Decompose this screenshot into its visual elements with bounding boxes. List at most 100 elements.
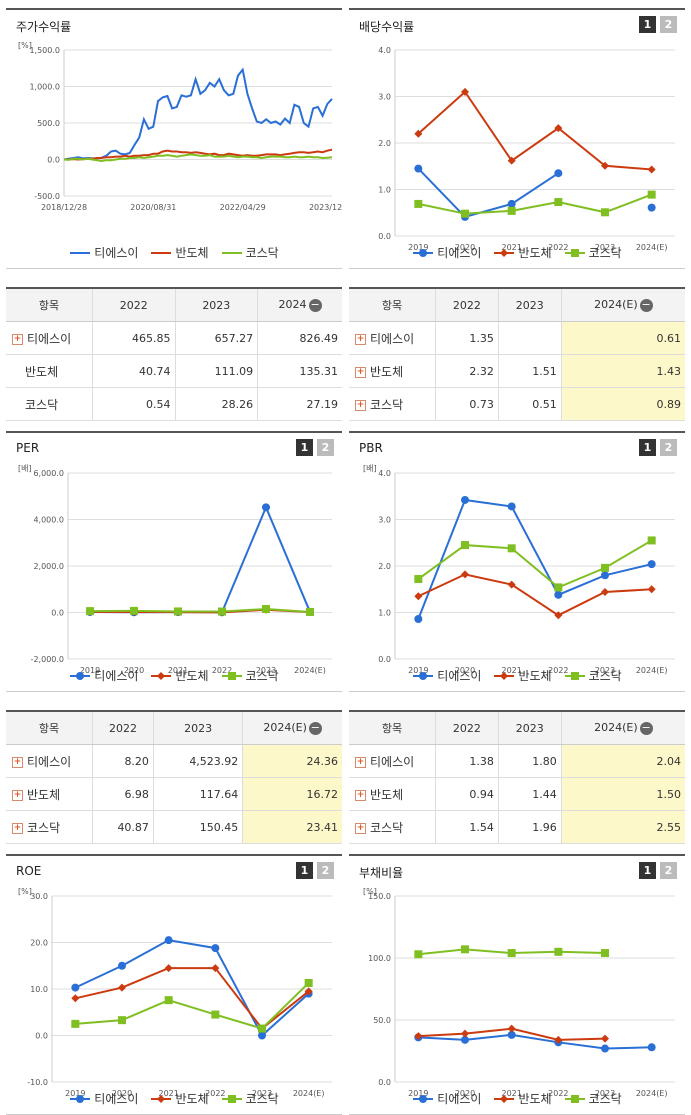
legend-label: 반도체	[518, 669, 552, 683]
legend-item-semiconductor[interactable]: 반도체	[493, 1090, 552, 1107]
x-tick-label: 2020/08/31	[130, 203, 176, 212]
data-point	[507, 502, 516, 511]
data-point	[507, 949, 516, 958]
table-cell: 6.98	[92, 777, 154, 811]
table-cell: 1.51	[497, 354, 562, 388]
table-cell: 24.36	[242, 744, 342, 778]
y-unit-label: [%]	[18, 887, 32, 896]
data-point	[258, 1024, 266, 1033]
table-cell: 1.50	[560, 777, 685, 811]
roe-chart: [%]30.0 20.0 10.0 0.0 -10.0 2019 2020 2021 2022 2…	[18, 887, 332, 1098]
data-point	[647, 190, 656, 199]
data-point	[554, 947, 563, 956]
series-line	[89, 504, 311, 614]
x-tick-label: 2023	[252, 1089, 272, 1098]
x-tick-label: 2022	[548, 1089, 568, 1098]
debt-ratio-chart: [%]150.0 100.0 50.0 0.0 2019 2020 2021 2022 2023…	[363, 887, 675, 1098]
collapse-icon[interactable]: −	[639, 297, 653, 312]
x-tick-label: 2024(E)	[636, 243, 668, 252]
expand-icon[interactable]: +	[12, 789, 23, 801]
legend-item-kosdaq[interactable]: 코스닥	[564, 244, 622, 261]
page-1-button[interactable]: 1	[296, 439, 313, 456]
data-point	[601, 571, 609, 580]
data-point	[118, 983, 126, 992]
data-point	[262, 605, 270, 614]
legend-label: 코스닥	[588, 246, 622, 260]
data-point	[306, 607, 314, 616]
x-tick-label: 2021	[168, 666, 188, 675]
table-cell: 117.64	[152, 777, 243, 811]
expand-icon[interactable]: +	[355, 756, 366, 768]
column-header-year: 2022	[435, 287, 499, 322]
legend-label: 티에스이	[94, 1092, 139, 1106]
table-cell: 1.54	[435, 810, 499, 844]
data-point	[601, 949, 609, 958]
y-tick-label: 2,000.0	[33, 562, 64, 571]
page-2-button[interactable]: 2	[317, 862, 334, 879]
expand-icon[interactable]: +	[355, 789, 366, 801]
y-tick-label: 1.0	[378, 609, 391, 618]
data-point	[647, 560, 656, 569]
panel-title: PBR	[359, 441, 383, 455]
per-chart: [배]6,000.0 4,000.0 2,000.0 0.0 -2,000.0 2019 2…	[18, 464, 332, 675]
page-2-button[interactable]: 2	[660, 439, 677, 456]
page-2-button[interactable]: 2	[660, 862, 677, 879]
legend-item-tse[interactable]: 티에스이	[412, 244, 481, 261]
y-tick-label: 0.0	[51, 609, 64, 618]
table-cell: 826.49	[257, 321, 342, 355]
legend-item-kosdaq[interactable]: 코스닥	[221, 1090, 279, 1107]
collapse-icon[interactable]: −	[639, 720, 653, 735]
expand-icon[interactable]: +	[12, 822, 23, 834]
x-tick-label: 2023	[256, 666, 276, 675]
page-1-button[interactable]: 1	[639, 16, 656, 33]
y-tick-label: 100.0	[368, 954, 391, 963]
legend-item-semiconductor[interactable]: 반도체	[493, 667, 552, 684]
x-tick-label: 2022	[548, 666, 568, 675]
legend-item-kosdaq[interactable]: 코스닥	[221, 667, 279, 684]
table-cell: 2.04	[560, 744, 685, 778]
legend-item-semiconductor[interactable]: 반도체	[150, 667, 209, 684]
data-point	[647, 165, 656, 174]
table-cell: 1.96	[497, 810, 562, 844]
data-point	[414, 1032, 423, 1041]
x-tick-label: 2020	[112, 1089, 132, 1098]
table-cell: 8.20	[92, 744, 154, 778]
legend-item-tse[interactable]: 티에스이	[69, 244, 138, 261]
legend-item-tse[interactable]: 티에스이	[412, 667, 481, 684]
table-cell: 0.54	[92, 387, 176, 421]
expand-icon[interactable]: +	[355, 399, 366, 411]
expand-icon[interactable]: +	[12, 333, 23, 345]
row-label: + 반도체	[349, 354, 436, 388]
series-line	[89, 608, 311, 613]
legend-item-tse[interactable]: 티에스이	[69, 1090, 138, 1107]
expand-icon[interactable]: +	[355, 822, 366, 834]
legend-item-tse[interactable]: 티에스이	[69, 667, 138, 684]
page-1-button[interactable]: 1	[639, 439, 656, 456]
page-1-button[interactable]: 1	[639, 862, 656, 879]
expand-icon[interactable]: +	[355, 333, 366, 345]
series-line	[75, 982, 310, 1030]
legend-item-kosdaq[interactable]: 코스닥	[564, 1090, 622, 1107]
data-point	[461, 495, 469, 504]
page-2-button[interactable]: 2	[317, 439, 334, 456]
table-cell: 0.73	[435, 387, 499, 421]
legend-item-semiconductor[interactable]: 반도체	[493, 244, 552, 261]
collapse-icon[interactable]: −	[308, 297, 322, 312]
table-row: + 반도체 6.98 117.64 16.72	[6, 777, 342, 811]
column-header-year: 2024(E) −	[242, 710, 342, 745]
legend-item-tse[interactable]: 티에스이	[412, 1090, 481, 1107]
legend-item-kosdaq[interactable]: 코스닥	[221, 244, 279, 261]
collapse-icon[interactable]: −	[308, 720, 322, 735]
data-point	[461, 87, 469, 96]
legend-marker	[419, 671, 428, 680]
legend-item-semiconductor[interactable]: 반도체	[150, 244, 209, 261]
legend-item-semiconductor[interactable]: 반도체	[150, 1090, 209, 1107]
table-row: 반도체 40.74 111.09 135.31	[6, 354, 342, 388]
page-2-button[interactable]: 2	[660, 16, 677, 33]
page-1-button[interactable]: 1	[296, 862, 313, 879]
legend-item-kosdaq[interactable]: 코스닥	[564, 667, 622, 684]
series-line	[418, 193, 653, 215]
expand-icon[interactable]: +	[355, 366, 366, 378]
expand-icon[interactable]: +	[12, 756, 23, 768]
